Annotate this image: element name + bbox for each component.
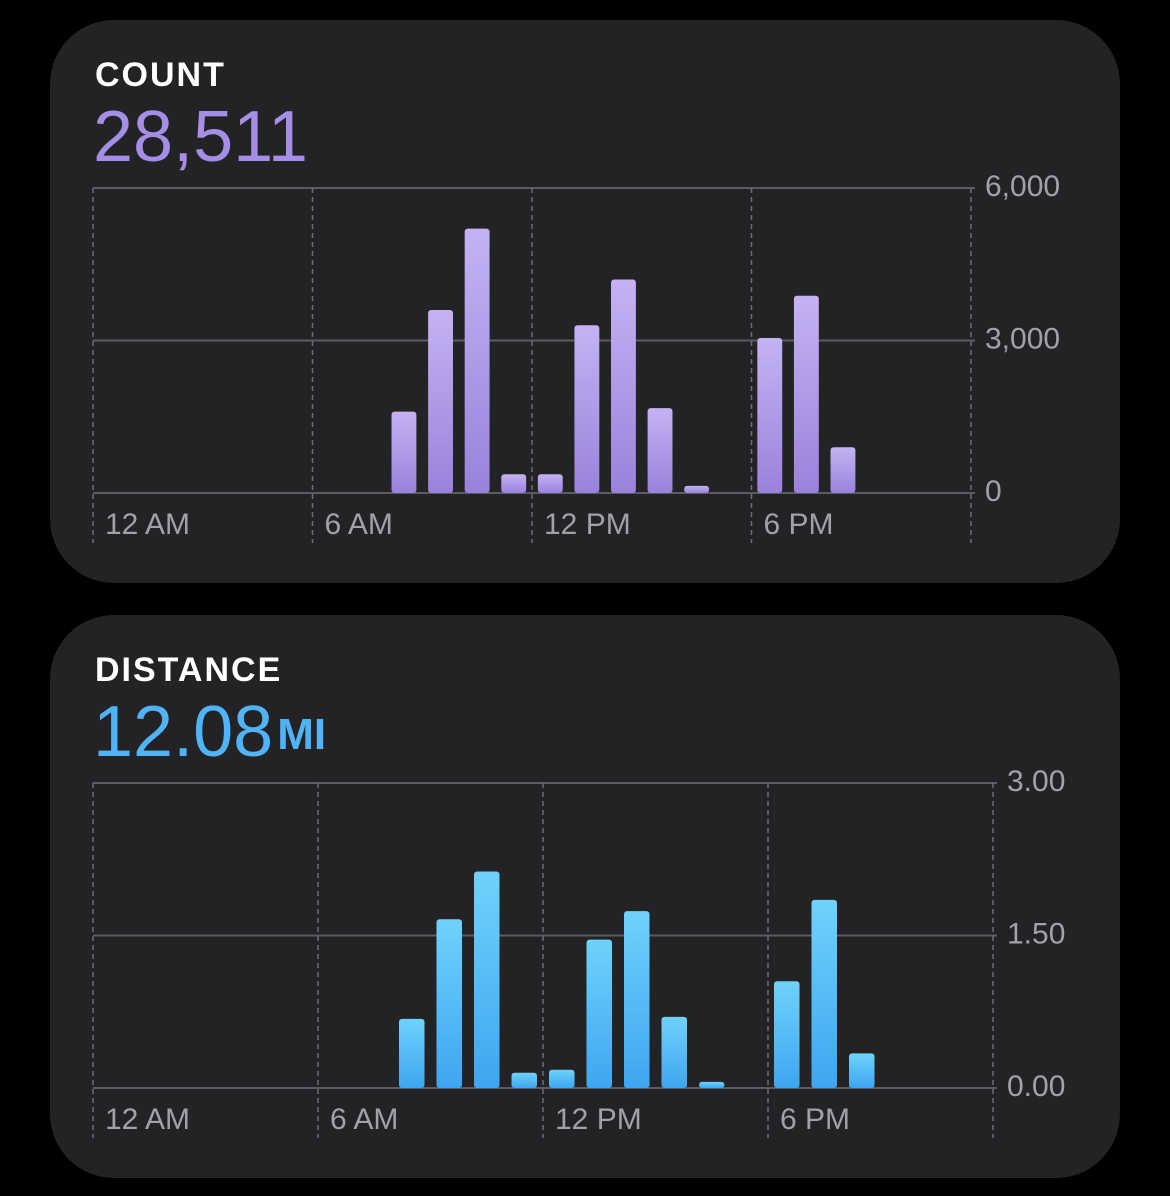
x-tick-label: 6 PM [764, 508, 834, 541]
bar [391, 411, 417, 493]
bar [793, 295, 819, 493]
x-tick-label: 6 AM [330, 1103, 398, 1136]
x-tick-label: 6 PM [780, 1103, 850, 1136]
bar [574, 325, 600, 493]
y-tick-label: 1.50 [1007, 917, 1065, 950]
bar [549, 1069, 575, 1088]
y-tick-label: 0.00 [1007, 1070, 1065, 1103]
bar [811, 899, 837, 1088]
bar [849, 1053, 875, 1088]
bar [830, 447, 856, 493]
total-value: 12.08MI [93, 692, 326, 772]
bar [428, 310, 453, 493]
x-tick-label: 6 AM [325, 508, 393, 541]
bar [501, 474, 527, 493]
x-tick-label: 12 PM [544, 508, 631, 541]
card [50, 20, 1120, 583]
bar [611, 279, 636, 493]
chart-title: DISTANCE [95, 651, 282, 689]
y-tick-label: 6,000 [985, 170, 1060, 203]
total-value: 28,511 [93, 97, 308, 177]
total-number: 28,511 [93, 97, 308, 177]
bar [661, 1016, 687, 1088]
bar [647, 408, 673, 493]
x-tick-label: 12 AM [105, 508, 190, 541]
bar [464, 228, 490, 493]
bar [586, 939, 612, 1088]
x-tick-label: 12 AM [105, 1103, 190, 1136]
y-tick-label: 3,000 [985, 322, 1060, 355]
bar [684, 485, 710, 493]
bar [537, 474, 563, 493]
bar [436, 919, 462, 1088]
y-tick-label: 3.00 [1007, 765, 1065, 798]
bar [511, 1072, 537, 1088]
bar [399, 1018, 425, 1088]
bar [624, 911, 650, 1088]
x-tick-label: 12 PM [555, 1103, 642, 1136]
bar [699, 1081, 725, 1088]
total-number: 12.08 [93, 692, 273, 772]
bar [757, 337, 783, 493]
bar [474, 871, 500, 1088]
total-unit: MI [277, 710, 326, 759]
bar [774, 981, 800, 1088]
y-tick-label: 0 [985, 475, 1002, 508]
chart-title: COUNT [95, 56, 226, 94]
